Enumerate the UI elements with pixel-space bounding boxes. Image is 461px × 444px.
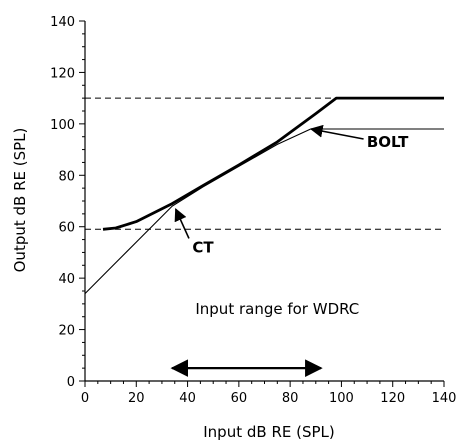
y-tick-label: 120 xyxy=(50,66,75,81)
series-group xyxy=(84,96,444,294)
y-tick-label: 60 xyxy=(58,221,75,236)
annotation-text: Input range for WDRC xyxy=(195,300,359,318)
reference-lines xyxy=(85,97,444,230)
x-tick-label: 60 xyxy=(231,391,248,406)
y-tick-label: 0 xyxy=(67,375,75,390)
annotations: BOLT CT Input range for WDRC xyxy=(170,124,409,377)
annotation-text: BOLT xyxy=(367,133,409,151)
y-tick-label: 100 xyxy=(50,118,75,133)
annotation-text: CT xyxy=(192,238,214,256)
y-axis-label: Output dB RE (SPL) xyxy=(11,128,29,273)
x-tick-label: 140 xyxy=(432,391,457,406)
axes: 0 20 40 60 80 100 120 140 0 20 40 60 80 100 120 140 xyxy=(50,15,456,406)
x-tick-label: 100 xyxy=(329,391,354,406)
x-tick-label: 120 xyxy=(380,391,405,406)
x-tick-label: 40 xyxy=(179,391,196,406)
series-line-thin xyxy=(84,128,444,294)
annotation-arrow xyxy=(309,124,364,140)
x-tick-label: 20 xyxy=(128,391,145,406)
y-tick-label: 140 xyxy=(50,15,75,30)
y-tick-label: 20 xyxy=(58,324,75,339)
x-tick-label: 80 xyxy=(282,391,299,406)
x-axis-label: Input dB RE (SPL) xyxy=(203,423,334,441)
x-tick-label: 0 xyxy=(81,391,89,406)
y-tick-label: 40 xyxy=(58,272,75,287)
y-tick-label: 80 xyxy=(58,169,75,184)
series-line-thick xyxy=(102,96,444,231)
annotation-arrow xyxy=(174,207,190,239)
